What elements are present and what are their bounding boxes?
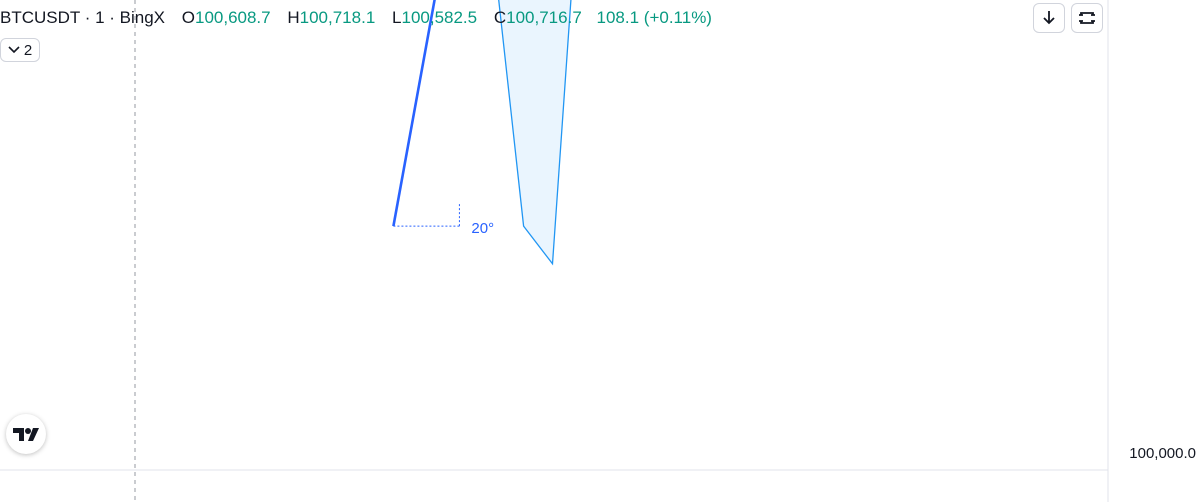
change-value: 108.1 (+0.11%) [596,8,712,27]
trend-line [392,0,436,227]
bollinger-lower-line [498,0,572,266]
close-label: C [493,8,507,27]
open-value: 100,608.7 [194,8,271,27]
indicators-toggle-button[interactable]: 2 [0,38,40,62]
low-label: L [392,8,402,27]
high-label: H [287,8,300,27]
symbol-legend: BTCUSDT · 1 · BingX O100,608.7 H100,718.… [0,8,712,28]
chevron-down-icon [8,46,20,54]
y-tick-label: 100,000.0 [1129,445,1196,462]
trend-angle-label: 20° [471,220,494,237]
low-value: 100,582.5 [401,8,478,27]
download-button[interactable] [1033,3,1065,33]
high-value: 100,718.1 [299,8,376,27]
fullscreen-icon [1079,12,1095,24]
download-icon [1043,11,1055,25]
symbol-title[interactable]: BTCUSDT · 1 · BingX [0,8,166,27]
indicator-count: 2 [23,41,33,59]
tradingview-logo-icon[interactable] [6,414,46,454]
bollinger-band-fill [498,0,571,264]
close-value: 100,716.7 [506,8,582,27]
fullscreen-button[interactable] [1071,3,1103,33]
open-label: O [181,8,195,27]
